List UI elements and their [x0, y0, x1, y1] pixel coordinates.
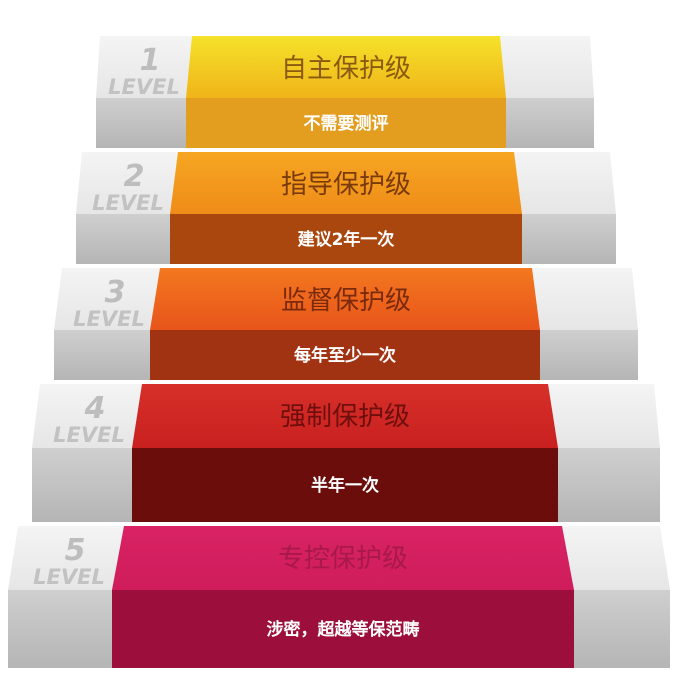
step-note: 涉密，超越等保范畴 — [267, 619, 420, 640]
step-color-front — [170, 214, 522, 264]
level-label: LEVEL — [92, 191, 164, 215]
level-number: 5 — [65, 533, 86, 568]
step-title: 强制保护级 — [280, 402, 410, 432]
step-title: 监督保护级 — [281, 286, 411, 316]
step-note: 半年一次 — [311, 475, 379, 496]
level-label: LEVEL — [73, 307, 145, 331]
step-color-top — [112, 526, 574, 590]
level-number: 4 — [84, 391, 106, 426]
step-color-front — [186, 98, 506, 148]
level-label: LEVEL — [33, 565, 105, 589]
step-color-front — [132, 448, 558, 522]
level-label: LEVEL — [108, 75, 180, 99]
step-color-top — [150, 268, 540, 330]
step-color-front — [150, 330, 540, 380]
step-title: 自主保护级 — [281, 54, 411, 84]
level-number: 2 — [124, 159, 145, 194]
step-color-front — [112, 590, 574, 668]
step-note: 每年至少一次 — [294, 345, 396, 366]
level-number: 3 — [105, 275, 126, 310]
step-title: 指导保护级 — [281, 170, 411, 200]
step-color-top — [186, 36, 506, 98]
level-number: 1 — [140, 43, 161, 78]
step-color-top — [170, 152, 522, 214]
step-color-top — [132, 384, 558, 448]
level-label: LEVEL — [53, 423, 125, 447]
step-title: 专控保护级 — [278, 544, 408, 574]
step-note: 建议2年一次 — [298, 229, 395, 250]
step-note: 不需要测评 — [304, 113, 389, 134]
